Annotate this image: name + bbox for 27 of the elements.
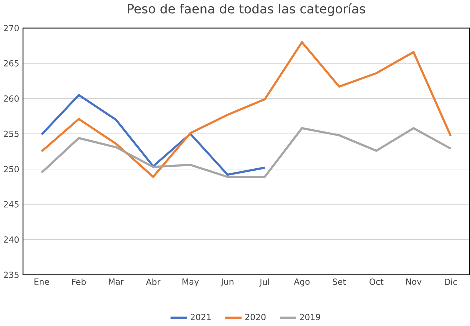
- x-tick-label: Mar: [109, 278, 124, 286]
- x-tick-label: Feb: [72, 278, 86, 286]
- chart-title: Peso de faena de todas las categorías: [128, 3, 366, 16]
- y-tick-label: 260: [4, 96, 19, 102]
- line-series: [40, 94, 266, 176]
- x-tick-label: Abr: [146, 278, 161, 286]
- line-series: [40, 41, 452, 178]
- x-tick-label: Oct: [370, 278, 384, 286]
- line-series: [40, 127, 452, 178]
- y-tick-label: 240: [4, 236, 19, 243]
- legend-label: 2020: [246, 314, 266, 320]
- x-tick-label: Ago: [294, 278, 310, 287]
- legend-label: 2019: [300, 314, 320, 320]
- x-tick-label: Set: [333, 278, 346, 286]
- x-tick-label: Jul: [260, 278, 270, 287]
- x-tick-label: Nov: [406, 278, 422, 286]
- y-tick-label: 270: [4, 25, 19, 32]
- x-tick-label: Ene: [34, 278, 50, 286]
- x-tick-label: Jun: [220, 278, 234, 287]
- y-tick-label: 265: [4, 60, 19, 67]
- x-tick-label: May: [182, 278, 200, 287]
- x-tick-label: Dic: [445, 278, 458, 286]
- y-tick-label: 255: [4, 130, 19, 138]
- y-tick-label: 245: [4, 201, 19, 208]
- y-tick-label: 250: [4, 166, 19, 172]
- legend-label: 2021: [190, 314, 211, 320]
- y-tick-label: 235: [4, 272, 19, 278]
